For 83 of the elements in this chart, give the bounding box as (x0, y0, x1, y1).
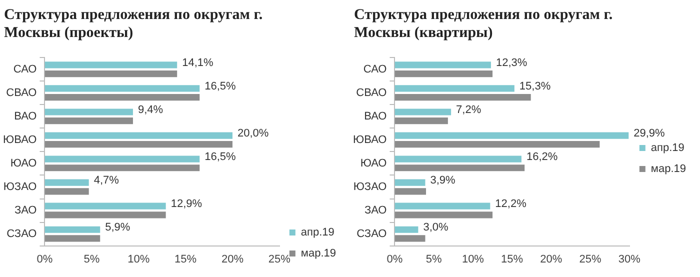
x-tick-label: 5% (84, 253, 100, 266)
bar (44, 164, 200, 172)
y-tick-label: САО (13, 63, 38, 76)
bar (394, 62, 491, 68)
bar (44, 235, 100, 242)
chart-title: Структура предложения по округам г. Москвы (проекты) (3, 6, 264, 43)
x-tick-label: 10% (128, 253, 150, 266)
data-label: 3,9% (430, 174, 456, 187)
bar (44, 118, 133, 124)
bar (44, 156, 200, 162)
bar (44, 226, 100, 233)
x-tick-label: 30% (618, 253, 641, 266)
bar (44, 108, 133, 116)
bar (394, 226, 418, 233)
bar (394, 179, 426, 186)
data-label: 12,9% (170, 198, 202, 210)
legend-label: мар.19 (650, 163, 686, 176)
y-tick-label: ЗАО (14, 204, 38, 217)
chart-title: Структура предложения по округам г. Москвы (квартиры) (353, 6, 614, 43)
bar (394, 188, 426, 195)
bar (44, 188, 89, 195)
data-label: 3,0% (423, 222, 448, 234)
data-label: 12,3% (496, 56, 528, 69)
bar (44, 132, 232, 139)
data-label: 9,4% (138, 104, 164, 116)
y-tick-label: СЗАО (6, 228, 38, 240)
bar (394, 212, 493, 218)
y-tick-label: ВАО (364, 110, 388, 122)
y-tick-label: ЮВАО (2, 134, 38, 146)
data-label: 7,2% (456, 104, 482, 116)
legend-label: мар.19 (300, 248, 336, 260)
x-tick-label: 20% (540, 253, 562, 266)
data-label: 20,0% (237, 128, 269, 140)
y-tick-label: СВАО (356, 86, 388, 99)
data-label: 16,5% (204, 151, 236, 164)
y-tick-label: ЮАО (10, 157, 38, 170)
data-label: 29,9% (634, 128, 666, 140)
x-tick-label: 15% (501, 253, 524, 266)
bar (44, 85, 200, 92)
legend-label: апр.19 (300, 226, 334, 239)
x-tick-label: 0% (36, 253, 53, 266)
bar (394, 164, 525, 172)
bar (394, 202, 490, 210)
y-tick-label: ЮЗАО (353, 181, 388, 194)
x-tick-label: 5% (426, 253, 442, 266)
bar (394, 235, 426, 242)
data-label: 15,3% (519, 80, 551, 93)
x-tick-label: 25% (579, 253, 602, 266)
data-label: 4,7% (94, 174, 120, 187)
y-tick-label: ВАО (14, 110, 38, 122)
bar (394, 118, 448, 124)
data-label: 14,1% (182, 56, 214, 69)
y-tick-label: ЮАО (360, 157, 388, 170)
y-tick-label: СЗАО (356, 228, 388, 240)
bar (44, 179, 89, 186)
bar (44, 202, 166, 210)
data-label: 5,9% (105, 222, 130, 234)
y-tick-label: САО (363, 63, 388, 76)
x-tick-label: 15% (174, 253, 197, 266)
y-tick-label: ЮВАО (352, 134, 388, 146)
bar (44, 70, 178, 78)
bar (44, 94, 200, 101)
bar (394, 156, 522, 162)
y-tick-label: СВАО (6, 86, 38, 99)
data-label: 16,2% (526, 151, 558, 164)
data-label: 12,2% (495, 198, 527, 210)
bar (394, 108, 452, 116)
bar (394, 85, 514, 92)
legend-label: апр.19 (650, 142, 684, 154)
bar (44, 62, 178, 68)
bar (44, 212, 166, 218)
x-tick-label: 25% (268, 253, 291, 266)
y-tick-label: ЗАО (364, 204, 388, 217)
x-tick-label: 10% (462, 253, 484, 266)
data-label: 16,5% (204, 80, 236, 93)
bar (394, 132, 629, 139)
x-tick-label: 20% (221, 253, 244, 266)
bar (394, 70, 493, 78)
x-tick-label: 0% (386, 253, 403, 266)
bar (394, 94, 531, 101)
bar (394, 141, 600, 148)
y-tick-label: ЮЗАО (3, 181, 38, 194)
bar (44, 141, 232, 148)
